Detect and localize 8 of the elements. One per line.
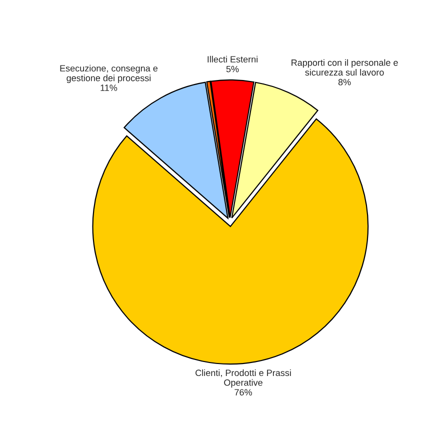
data-label: 5%	[226, 66, 239, 72]
slice-label: Rapporti con il personale e sicurezza sul lavoro	[292, 59, 398, 76]
data-label: 11%	[100, 84, 118, 91]
slice-label: Illecti Esterni	[208, 56, 258, 63]
data-label: 76%	[234, 389, 252, 396]
data-label: 8%	[338, 78, 351, 86]
slice-label: Clienti, Prodotti e Prassi Operative	[196, 369, 291, 388]
slice-label: Esecuzione, consegna e gestione dei processi	[60, 64, 158, 84]
